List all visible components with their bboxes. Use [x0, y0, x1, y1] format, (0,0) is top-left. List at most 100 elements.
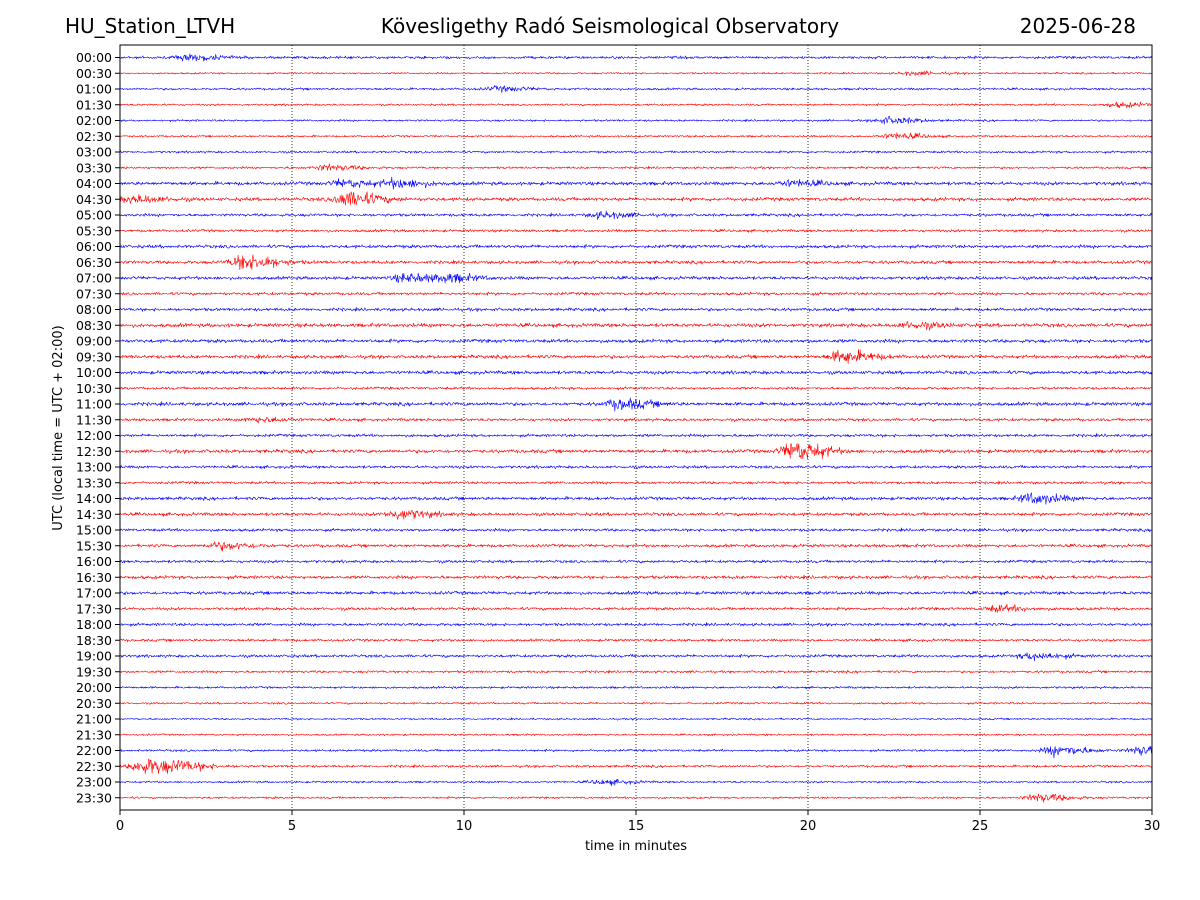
trace-1800	[119, 622, 1153, 627]
trace-0700	[119, 272, 1153, 284]
trace-1630	[119, 574, 1153, 580]
y-tick-label: 09:00	[76, 334, 112, 349]
y-tick-label: 08:00	[76, 302, 112, 317]
x-tick-label: 5	[288, 819, 296, 834]
y-tick-label: 01:00	[76, 82, 112, 97]
y-tick-label: 12:00	[76, 428, 112, 443]
trace-0130	[119, 101, 1153, 109]
y-tick-label: 04:00	[76, 176, 112, 191]
trace-1000	[119, 369, 1153, 376]
observatory-title: Kövesligethy Radó Seismological Observat…	[380, 14, 840, 38]
trace-2130	[119, 733, 1153, 737]
y-tick-label: 06:00	[76, 239, 112, 254]
trace-2000	[119, 685, 1153, 690]
trace-0000	[119, 53, 1153, 62]
y-tick-label: 14:30	[76, 507, 112, 522]
y-axis-label: UTC (local time = UTC + 02:00)	[51, 325, 66, 530]
trace-1530	[119, 541, 1153, 552]
trace-0100	[119, 85, 1153, 94]
plot-area-background	[120, 45, 1152, 810]
trace-1830	[119, 638, 1153, 643]
trace-0630	[119, 254, 1153, 271]
trace-1900	[119, 652, 1153, 662]
y-tick-label: 17:00	[76, 586, 112, 601]
y-tick-label: 02:30	[76, 129, 112, 144]
trace-2230	[119, 758, 1153, 775]
x-tick-label: 25	[972, 819, 989, 834]
trace-0300	[119, 150, 1153, 154]
y-tick-label: 19:30	[76, 664, 112, 679]
y-tick-label: 07:30	[76, 286, 112, 301]
y-tick-label: 17:30	[76, 601, 112, 616]
x-tick-label: 20	[800, 819, 817, 834]
y-tick-label: 15:30	[76, 538, 112, 553]
y-tick-label: 00:00	[76, 50, 112, 65]
trace-0500	[119, 210, 1153, 220]
station-name: HU_Station_LTVH	[65, 14, 236, 38]
trace-0830	[119, 321, 1153, 331]
trace-0400	[119, 176, 1153, 190]
y-tick-label: 05:30	[76, 223, 112, 238]
trace-2200	[119, 746, 1153, 759]
x-axis-ticks: 0 5 10 15 20 25 30	[116, 810, 1160, 834]
x-axis-label: time in minutes	[585, 839, 687, 854]
y-tick-label: 01:30	[76, 97, 112, 112]
trace-0430	[119, 191, 1153, 206]
y-tick-label: 20:30	[76, 696, 112, 711]
y-tick-label: 10:30	[76, 381, 112, 396]
trace-1300	[119, 464, 1153, 470]
y-tick-label: 03:30	[76, 160, 112, 175]
trace-1700	[119, 590, 1153, 596]
seismic-traces	[119, 53, 1153, 803]
y-tick-label: 04:30	[76, 192, 112, 207]
y-tick-label: 20:00	[76, 680, 112, 695]
y-tick-label: 22:00	[76, 743, 112, 758]
trace-0800	[119, 307, 1153, 312]
trace-1330	[119, 480, 1153, 485]
y-tick-label: 11:30	[76, 412, 112, 427]
trace-1200	[119, 433, 1153, 438]
trace-1230	[119, 443, 1153, 460]
y-tick-label: 07:00	[76, 271, 112, 286]
trace-0330	[119, 163, 1153, 172]
y-tick-label: 16:30	[76, 570, 112, 585]
trace-0730	[119, 291, 1153, 296]
trace-2330	[119, 793, 1153, 803]
y-tick-label: 06:30	[76, 255, 112, 270]
trace-2300	[119, 778, 1153, 787]
trace-0530	[119, 228, 1153, 233]
trace-1930	[119, 669, 1153, 674]
y-tick-label: 14:00	[76, 491, 112, 506]
y-tick-label: 12:30	[76, 444, 112, 459]
y-tick-label: 13:30	[76, 475, 112, 490]
trace-0600	[119, 244, 1153, 250]
x-tick-label: 0	[116, 819, 124, 834]
y-tick-label: 23:00	[76, 775, 112, 790]
y-tick-label: 15:00	[76, 523, 112, 538]
x-tick-label: 10	[456, 819, 473, 834]
trace-1130	[119, 416, 1153, 424]
y-tick-label: 10:00	[76, 365, 112, 380]
y-tick-label: 18:30	[76, 633, 112, 648]
trace-1400	[119, 492, 1153, 505]
y-tick-label: 23:30	[76, 790, 112, 805]
y-tick-label: 08:30	[76, 318, 112, 333]
trace-0230	[120, 132, 1153, 139]
x-tick-label: 15	[628, 819, 645, 834]
y-tick-label: 02:00	[76, 113, 112, 128]
y-tick-label: 05:00	[76, 208, 112, 223]
trace-2030	[119, 701, 1153, 705]
trace-1100	[119, 397, 1153, 412]
y-tick-label: 22:30	[76, 759, 112, 774]
y-tick-label: 21:00	[76, 712, 112, 727]
y-tick-label: 13:00	[76, 460, 112, 475]
trace-1730	[119, 603, 1153, 613]
x-tick-label: 30	[1144, 819, 1161, 834]
trace-2100	[119, 717, 1153, 721]
y-tick-label: 09:30	[76, 349, 112, 364]
y-tick-label: 11:00	[76, 397, 112, 412]
y-tick-label: 16:00	[76, 554, 112, 569]
trace-0900	[119, 338, 1153, 344]
y-tick-label: 19:00	[76, 649, 112, 664]
